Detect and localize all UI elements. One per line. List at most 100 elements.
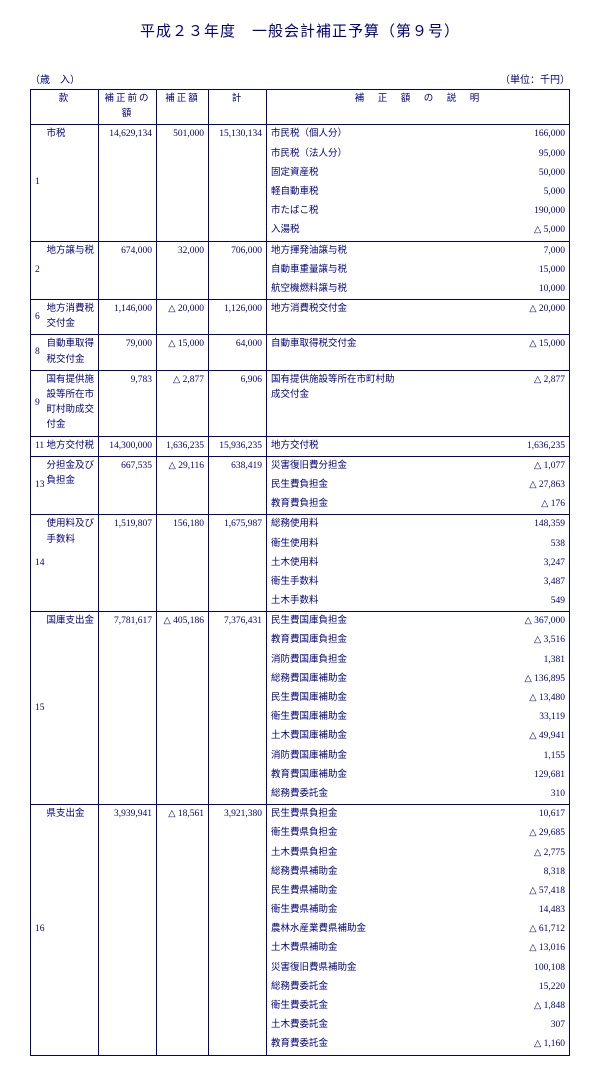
detail-desc: 衛生手数料 [267, 573, 407, 592]
detail-desc: 衛生費国庫補助金 [267, 708, 407, 727]
table-row: 16県支出金3,939,941△ 18,5613,921,380民生費県負担金1… [31, 805, 570, 825]
detail-desc: 自動車取得税交付金 [267, 335, 407, 370]
detail-value: △ 1,848 [407, 997, 570, 1016]
detail-value: 10,617 [407, 805, 570, 825]
total-amount: 706,000 [209, 241, 267, 300]
detail-desc: 土木費国庫補助金 [267, 727, 407, 746]
total-amount: 15,936,235 [209, 436, 267, 456]
detail-value: △ 27,863 [407, 476, 570, 495]
detail-desc: 固定資産税 [267, 164, 407, 183]
detail-value: 307 [407, 1016, 570, 1035]
row-number: 1 [31, 125, 43, 241]
detail-value: △ 13,016 [407, 939, 570, 958]
pre-amount: 1,519,807 [99, 515, 157, 612]
detail-value: △ 13,480 [407, 689, 570, 708]
row-name: 使用料及び手数料 [43, 515, 99, 612]
detail-desc: 衛生費県負担金 [267, 824, 407, 843]
detail-desc: 総務使用料 [267, 515, 407, 535]
row-name: 市税 [43, 125, 99, 241]
row-number: 8 [31, 335, 43, 370]
detail-desc: 総務費国庫補助金 [267, 670, 407, 689]
detail-value: △ 1,160 [407, 1035, 570, 1055]
detail-desc: 民生費県補助金 [267, 882, 407, 901]
detail-value: △ 3,516 [407, 631, 570, 650]
detail-desc: 地方揮発油譲与税 [267, 241, 407, 261]
correction-amount: △ 2,877 [157, 370, 209, 436]
detail-value: 15,000 [407, 261, 570, 280]
detail-desc: 農林水産業費県補助金 [267, 920, 407, 939]
detail-value: △ 2,775 [407, 844, 570, 863]
row-name: 地方譲与税 [43, 241, 99, 300]
detail-value: △ 136,895 [407, 670, 570, 689]
detail-value: 7,000 [407, 241, 570, 261]
row-name: 国庫支出金 [43, 612, 99, 805]
total-amount: 638,419 [209, 456, 267, 515]
detail-value: 1,155 [407, 747, 570, 766]
pre-amount: 667,535 [99, 456, 157, 515]
detail-desc: 消防費国庫負担金 [267, 651, 407, 670]
detail-desc: 市民税（法人分） [267, 145, 407, 164]
row-number: 6 [31, 300, 43, 335]
detail-value: △ 367,000 [407, 612, 570, 632]
correction-amount: 501,000 [157, 125, 209, 241]
col-amt: 補正額 [157, 90, 209, 125]
correction-amount: △ 15,000 [157, 335, 209, 370]
total-amount: 7,376,431 [209, 612, 267, 805]
detail-value: 148,359 [407, 515, 570, 535]
detail-desc: 教育費負担金 [267, 495, 407, 515]
detail-value: △ 29,685 [407, 824, 570, 843]
detail-value: △ 57,418 [407, 882, 570, 901]
detail-value: △ 176 [407, 495, 570, 515]
detail-desc: 民生費県負担金 [267, 805, 407, 825]
detail-value: 1,636,235 [407, 436, 570, 456]
unit-label: （単位：千円） [500, 71, 570, 86]
detail-value: 33,119 [407, 708, 570, 727]
table-row: 8自動車取得税交付金79,000△ 15,00064,000自動車取得税交付金△… [31, 335, 570, 370]
detail-desc: 自動車重量譲与税 [267, 261, 407, 280]
detail-desc: 土木費県補助金 [267, 939, 407, 958]
detail-desc: 航空機燃料譲与税 [267, 280, 407, 300]
budget-table: 款 補正前の額 補正額 計 補 正 額 の 説 明 1市税14,629,1345… [30, 89, 570, 1056]
section-label: （歳 入） [30, 71, 80, 86]
total-amount: 64,000 [209, 335, 267, 370]
detail-desc: 災害復旧費分担金 [267, 456, 407, 476]
col-desc: 補 正 額 の 説 明 [267, 90, 570, 125]
detail-desc: 土木費県負担金 [267, 844, 407, 863]
detail-value: 129,681 [407, 766, 570, 785]
col-total: 計 [209, 90, 267, 125]
row-name: 地方消費税交付金 [43, 300, 99, 335]
detail-value: 8,318 [407, 863, 570, 882]
detail-value: 3,247 [407, 554, 570, 573]
table-row: 11地方交付税14,300,0001,636,23515,936,235地方交付… [31, 436, 570, 456]
pre-amount: 79,000 [99, 335, 157, 370]
row-number: 9 [31, 370, 43, 436]
total-amount: 6,906 [209, 370, 267, 436]
detail-value: △ 61,712 [407, 920, 570, 939]
correction-amount: △ 405,186 [157, 612, 209, 805]
detail-desc: 民生費国庫補助金 [267, 689, 407, 708]
detail-value: 50,000 [407, 164, 570, 183]
pre-amount: 9,783 [99, 370, 157, 436]
detail-value: 15,220 [407, 978, 570, 997]
detail-value: 3,487 [407, 573, 570, 592]
detail-desc: 軽自動車税 [267, 183, 407, 202]
detail-value: 310 [407, 785, 570, 805]
detail-desc: 衛生使用料 [267, 535, 407, 554]
detail-desc: 民生費国庫負担金 [267, 612, 407, 632]
table-row: 15国庫支出金7,781,617△ 405,1867,376,431民生費国庫負… [31, 612, 570, 632]
detail-value: △ 15,000 [407, 335, 570, 370]
detail-desc: 入湯税 [267, 221, 407, 241]
row-name: 分担金及び負担金 [43, 456, 99, 515]
detail-desc: 市たばこ税 [267, 202, 407, 221]
detail-value: 14,483 [407, 901, 570, 920]
row-name: 自動車取得税交付金 [43, 335, 99, 370]
detail-desc: 消防費国庫補助金 [267, 747, 407, 766]
detail-desc: 地方消費税交付金 [267, 300, 407, 335]
detail-value: △ 49,941 [407, 727, 570, 746]
detail-desc: 市民税（個人分） [267, 125, 407, 145]
total-amount: 3,921,380 [209, 805, 267, 1055]
pre-amount: 14,300,000 [99, 436, 157, 456]
detail-desc: 民生費負担金 [267, 476, 407, 495]
detail-value: 538 [407, 535, 570, 554]
detail-value: 10,000 [407, 280, 570, 300]
